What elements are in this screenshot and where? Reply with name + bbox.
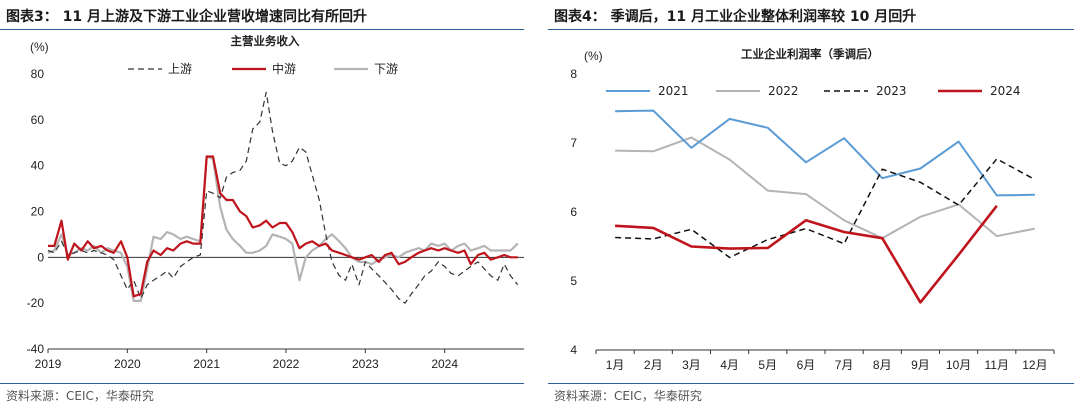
left-chart-title: 主营业务收入 [231,34,300,48]
right-x-tick-label: 7月 [835,358,854,372]
right-series-line-2023 [615,158,1036,259]
left-x-tick-label: 2020 [114,357,141,371]
left-x-tick-label: 2023 [352,357,379,371]
left-figure-panel: 图表3： 11 月上游及下游工业企业营收增速同比有所回升 (%) 主营业务收入 -4… [0,0,530,408]
left-y-unit-label: (%) [30,40,49,54]
right-legend-label-2024: 2024 [990,84,1021,98]
left-y-tick-label: -40 [27,342,45,356]
right-source-note: 资料来源：CEIC，华泰研究 [554,389,702,403]
right-chart: (%) 工业企业利润率（季调后） 4 5 6 7 8 1月 2月 3月 4月 5月 6月 7月 8月 9月 10… [570,47,1055,372]
right-legend-label-2023: 2023 [876,84,907,98]
right-x-tick-label: 2月 [644,358,663,372]
left-title-rule [0,29,524,30]
left-legend-label-downstream: 下游 [374,62,398,76]
left-x-tick-label: 2024 [431,357,458,371]
left-x-tick-label: 2021 [193,357,220,371]
left-x-tick-label: 2019 [35,357,62,371]
left-source-note: 资料来源：CEIC，华泰研究 [6,389,154,403]
right-series-line-2022 [615,136,1036,240]
left-y-tick-label: 20 [31,205,45,219]
left-series-line-midstream [48,155,518,298]
right-y-unit-label: (%) [584,49,603,63]
left-legend-label-upstream: 上游 [168,62,192,76]
right-bottom-rule [548,383,1074,384]
right-legend-label-2022: 2022 [768,84,799,98]
left-figure-title: 图表3： 11 月上游及下游工业企业营收增速同比有所回升 [6,9,367,25]
right-y-tick-label: 7 [570,136,577,150]
left-series-line-upstream [47,91,519,304]
left-y-tick-label: 0 [37,250,44,264]
right-x-tick-label: 3月 [682,358,701,372]
left-x-tick-label: 2022 [273,357,300,371]
right-figure-panel: 图表4： 季调后，11 月工业企业整体利润率较 10 月回升 (%) 工业企业利润… [548,0,1080,408]
right-chart-title: 工业企业利润率（季调后） [741,47,879,61]
left-bottom-rule [0,383,524,384]
right-x-tick-label: 9月 [911,358,930,372]
left-y-tick-label: 40 [31,159,45,173]
right-legend-label-2021: 2021 [658,84,689,98]
left-y-tick-label: 60 [31,113,45,127]
right-y-tick-label: 6 [570,205,577,219]
right-series-line-2021 [615,109,1035,197]
right-x-tick-label: 10月 [946,358,971,372]
left-y-tick-label: 80 [31,67,45,81]
right-figure-title: 图表4： 季调后，11 月工业企业整体利润率较 10 月回升 [554,9,917,25]
right-y-tick-label: 5 [570,274,577,288]
right-x-tick-label: 6月 [797,358,816,372]
right-x-tick-label: 1月 [606,358,625,372]
right-series-line-2024 [615,205,998,304]
right-y-tick-label: 8 [570,67,577,81]
right-x-tick-label: 12月 [1022,358,1047,372]
left-legend-label-midstream: 中游 [272,61,296,76]
right-x-tick-label: 4月 [720,358,739,372]
right-x-tick-label: 8月 [873,358,892,372]
left-chart: (%) 主营业务收入 -40 -20 0 20 40 60 80 2019 2020 2021 2022… [27,34,524,371]
right-x-tick-label: 11月 [985,358,1009,372]
left-y-tick-label: -20 [27,296,45,310]
left-series-line-downstream [47,155,519,302]
right-y-tick-label: 4 [570,343,577,357]
right-x-tick-label: 5月 [758,358,777,372]
right-title-rule [548,29,1074,30]
